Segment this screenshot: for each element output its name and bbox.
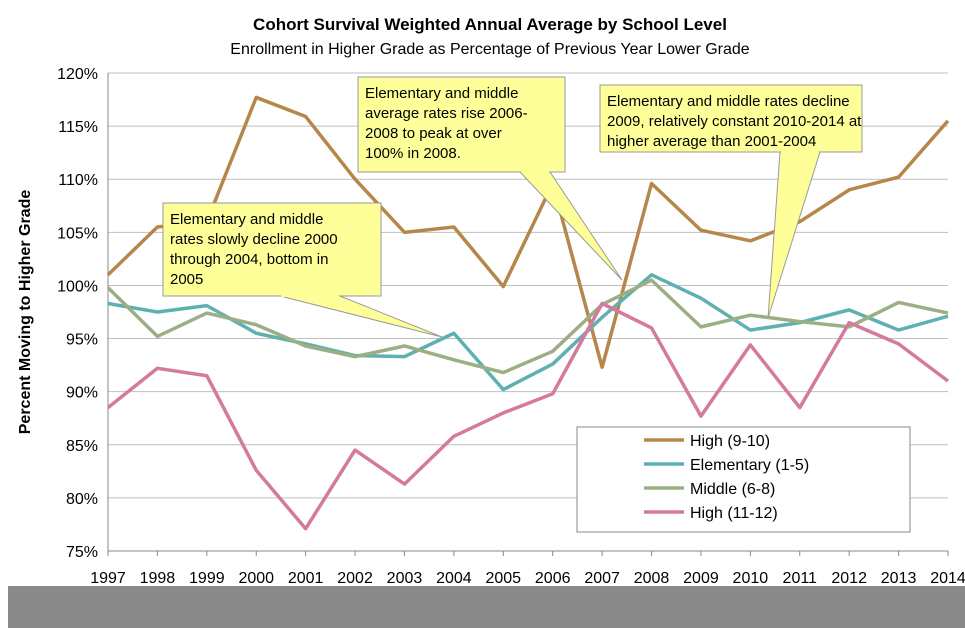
series-line bbox=[106, 278, 949, 375]
annotation-line: Elementary and middle bbox=[170, 211, 323, 228]
x-tick-label: 1999 bbox=[189, 570, 225, 587]
y-axis-label: Percent Moving to Higher Grade bbox=[17, 190, 34, 435]
series-line bbox=[106, 95, 950, 369]
x-tick-label: 2006 bbox=[535, 570, 571, 587]
y-tick-label: 95% bbox=[66, 332, 98, 349]
annotation-line: Elementary and middle rates decline bbox=[607, 93, 850, 110]
legend-label: Elementary (1-5) bbox=[690, 457, 809, 474]
x-tick-label: 2009 bbox=[683, 570, 719, 587]
y-tick-label: 80% bbox=[66, 491, 98, 508]
annotation-line: higher average than 2001-2004 bbox=[607, 133, 816, 150]
annotation-line: Elementary and middle bbox=[365, 85, 518, 102]
series-line bbox=[107, 273, 949, 392]
annotation-line: through 2004, bottom in bbox=[170, 251, 328, 268]
x-tick-label: 2005 bbox=[485, 570, 521, 587]
callout-box bbox=[599, 84, 863, 153]
x-tick-label: 2008 bbox=[634, 570, 670, 587]
y-tick-label: 85% bbox=[66, 438, 98, 455]
x-tick-label: 2010 bbox=[733, 570, 769, 587]
callout-pointer bbox=[767, 151, 821, 319]
legend-label: Middle (6-8) bbox=[690, 481, 775, 498]
x-tick-label: 2014 bbox=[930, 570, 965, 587]
y-tick-label: 110% bbox=[58, 172, 98, 189]
x-tick-label: 2002 bbox=[337, 570, 373, 587]
chart-title: Cohort Survival Weighted Annual Average … bbox=[253, 15, 727, 34]
series-line bbox=[106, 301, 950, 531]
x-tick-label: 2004 bbox=[436, 570, 472, 587]
x-tick-label: 2003 bbox=[387, 570, 423, 587]
x-tick-label: 1998 bbox=[140, 570, 176, 587]
y-tick-label: 75% bbox=[66, 544, 98, 561]
y-tick-label: 100% bbox=[57, 278, 98, 295]
y-tick-label: 105% bbox=[57, 225, 98, 242]
x-tick-label: 2000 bbox=[238, 570, 274, 587]
x-tick-label: 1997 bbox=[90, 570, 126, 587]
annotation-line: 2009, relatively constant 2010-2014 at bbox=[607, 113, 862, 130]
annotation-line: average rates rise 2006- bbox=[365, 105, 528, 122]
x-tick-label: 2013 bbox=[881, 570, 917, 587]
legend-label: High (11-12) bbox=[690, 505, 778, 522]
footer-bar bbox=[8, 586, 965, 628]
annotation-line: rates slowly decline 2000 bbox=[170, 231, 338, 248]
y-tick-label: 115% bbox=[58, 119, 98, 136]
legend-label: High (9-10) bbox=[690, 433, 770, 450]
y-tick-label: 120% bbox=[57, 66, 98, 83]
callout-pointer bbox=[518, 171, 623, 281]
annotation-line: 100% in 2008. bbox=[365, 145, 461, 162]
callout-box bbox=[162, 202, 382, 297]
annotation-line: 2008 to peak at over bbox=[365, 125, 502, 142]
x-tick-label: 2012 bbox=[831, 570, 867, 587]
x-tick-label: 2011 bbox=[783, 570, 818, 587]
chart-subtitle: Enrollment in Higher Grade as Percentage… bbox=[230, 41, 750, 58]
legend-box bbox=[576, 426, 911, 533]
x-tick-label: 2007 bbox=[584, 570, 620, 587]
annotation-line: 2005 bbox=[170, 271, 203, 288]
callout-box bbox=[357, 76, 566, 173]
x-tick-label: 2001 bbox=[288, 570, 324, 587]
callout-pointer bbox=[279, 295, 443, 338]
y-tick-label: 90% bbox=[66, 385, 98, 402]
